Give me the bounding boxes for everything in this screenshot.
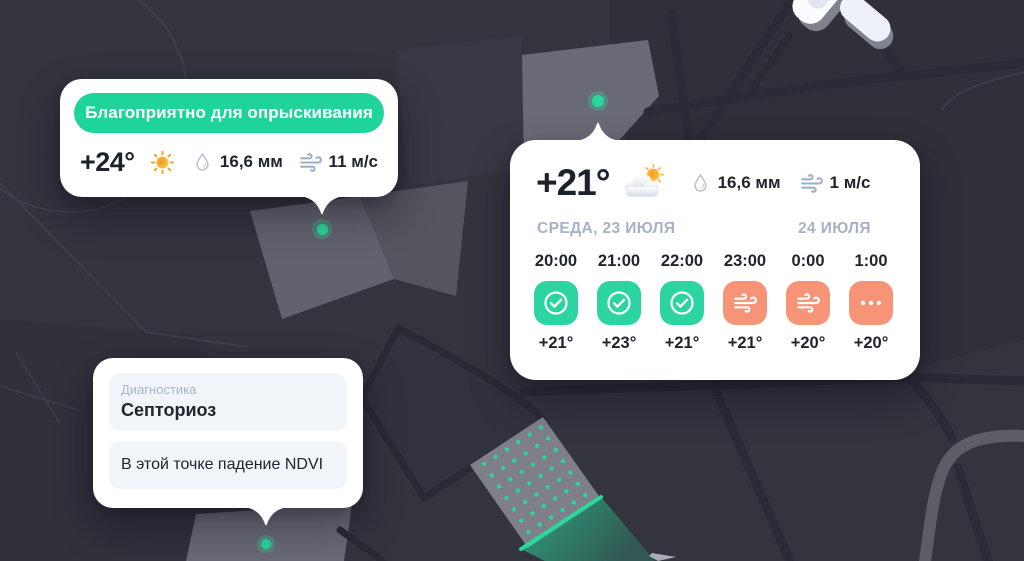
ellipsis-icon [849, 281, 893, 325]
wind-icon [732, 290, 758, 316]
plane-icon [649, 553, 676, 561]
hour-time: 21:00 [597, 252, 641, 270]
diagnosis-label: Диагностика [121, 382, 197, 397]
check-icon [660, 281, 704, 325]
map-marker-spray[interactable] [312, 219, 332, 239]
map-marker-forecast[interactable] [588, 91, 608, 111]
hour-time: 23:00 [723, 252, 767, 270]
card-tail [576, 119, 620, 141]
forecast-hour: 1:00 +20° [847, 252, 895, 353]
gray-road [919, 429, 1024, 561]
field-polygon[interactable] [250, 196, 394, 319]
hour-temp: +21° [664, 334, 700, 352]
droplet-icon [689, 172, 712, 195]
forecast-dates-row: СРЕДА, 23 ИЮЛЯ 24 ИЮЛЯ [510, 220, 920, 240]
wind-metric: 11 м/с [298, 150, 378, 175]
hour-time: 22:00 [660, 252, 704, 270]
wind-icon [799, 171, 824, 196]
diagnosis-note: В этой точке падение NDVI [109, 441, 347, 489]
map-marker-diagnosis[interactable] [257, 535, 275, 553]
temperature-value: +24° [80, 146, 135, 177]
forecast-weather-row: +21° 16,6 мм 1 м/с [510, 140, 920, 206]
status-tile-wind[interactable] [786, 281, 830, 325]
map-region [363, 330, 545, 497]
wind-value: 11 м/с [328, 152, 378, 171]
forecast-card: +21° 16,6 мм 1 м/с СРЕДА, 23 ИЮЛЯ 24 ИЮЛ… [510, 122, 920, 380]
marker-dot [261, 539, 271, 549]
spray-status-badge: Благоприятно для опрыскивания [74, 93, 384, 133]
map-region [396, 36, 524, 186]
hour-temp: +23° [601, 334, 637, 352]
hour-time: 0:00 [791, 252, 825, 270]
sun-icon [149, 149, 176, 176]
temperature-value: +21° [536, 162, 611, 203]
drone-icon [792, 0, 894, 50]
field-polygon[interactable] [360, 181, 468, 296]
spray-weather-row: +24° 16,6 мм 11 м/с [60, 145, 398, 179]
marker-dot [316, 223, 328, 235]
wind-icon [795, 290, 821, 316]
precipitation-metric: 16,6 мм [689, 172, 781, 195]
forecast-hour: 23:00 +21° [721, 252, 769, 353]
scan-line [519, 495, 603, 551]
status-tile-ok[interactable] [597, 281, 641, 325]
status-tile-ok[interactable] [660, 281, 704, 325]
scan-dots [477, 421, 596, 546]
forecast-hour: 0:00 +20° [784, 252, 832, 353]
status-tile-wind[interactable] [723, 281, 767, 325]
check-icon [597, 281, 641, 325]
status-tile-ok[interactable] [534, 281, 578, 325]
date-label-tomorrow: 24 ИЮЛЯ [798, 220, 871, 237]
date-label-today: СРЕДА, 23 ИЮЛЯ [537, 220, 676, 237]
diagnosis-card: Диагностика Септориоз В этой точке паден… [93, 358, 363, 526]
field-polygon[interactable] [522, 40, 659, 166]
hour-temp: +21° [538, 334, 574, 352]
forecast-hour: 22:00 +21° [658, 252, 706, 353]
precipitation-value: 16,6 мм [219, 152, 283, 171]
scan-beam [521, 497, 655, 561]
precipitation-metric: 16,6 мм [191, 151, 283, 174]
wind-value: 1 м/с [829, 173, 871, 192]
check-icon [534, 281, 578, 325]
card-tail [244, 507, 288, 529]
hour-time: 20:00 [534, 252, 578, 270]
forecast-hour: 21:00 +23° [595, 252, 643, 353]
status-tile-more[interactable] [849, 281, 893, 325]
field-polygon[interactable] [186, 504, 352, 561]
droplet-icon [191, 151, 214, 174]
wind-icon [298, 150, 323, 175]
partly-cloudy-icon [620, 164, 667, 203]
diagnosis-value: Септориоз [121, 400, 217, 420]
spray-card: Благоприятно для опрыскивания +24° 16,6 … [60, 79, 398, 215]
hourly-forecast-row: 20:00 +21° 21:00 +23° 22:00 +21° [510, 252, 920, 353]
marker-dot [592, 95, 604, 107]
diagnosis-field: Диагностика Септориоз [109, 373, 347, 431]
hour-time: 1:00 [854, 252, 888, 270]
hour-temp: +20° [853, 334, 889, 352]
ndvi-scan-field[interactable] [470, 417, 655, 561]
wind-metric: 1 м/с [799, 171, 871, 196]
card-tail [300, 196, 344, 218]
hour-temp: +20° [790, 334, 826, 352]
forecast-hour: 20:00 +21° [532, 252, 580, 353]
map-roads [519, 0, 1024, 561]
hour-temp: +21° [727, 334, 763, 352]
precipitation-value: 16,6 мм [717, 173, 781, 192]
